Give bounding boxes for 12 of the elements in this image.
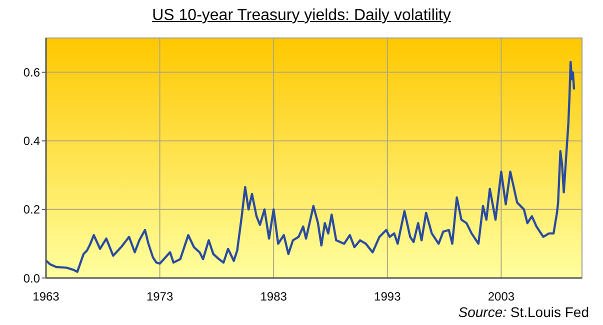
x-tick-label: 2003 <box>488 290 515 304</box>
line-series <box>46 60 576 273</box>
y-tick-label: 0.2 <box>23 202 40 217</box>
y-tick-label: 0.0 <box>23 271 40 286</box>
y-tick-label: 0.6 <box>23 66 40 80</box>
y-tick-label: 0.4 <box>23 134 40 148</box>
source-note: Source: St.Louis Fed <box>458 304 589 320</box>
x-tick-label: 1993 <box>374 290 402 304</box>
chart-title: US 10-year Treasury yields: Daily volatility <box>151 7 452 25</box>
x-tick-label: 1983 <box>260 290 288 304</box>
x-tick-label: 1973 <box>146 290 174 304</box>
x-tick-label: 1963 <box>32 290 60 304</box>
